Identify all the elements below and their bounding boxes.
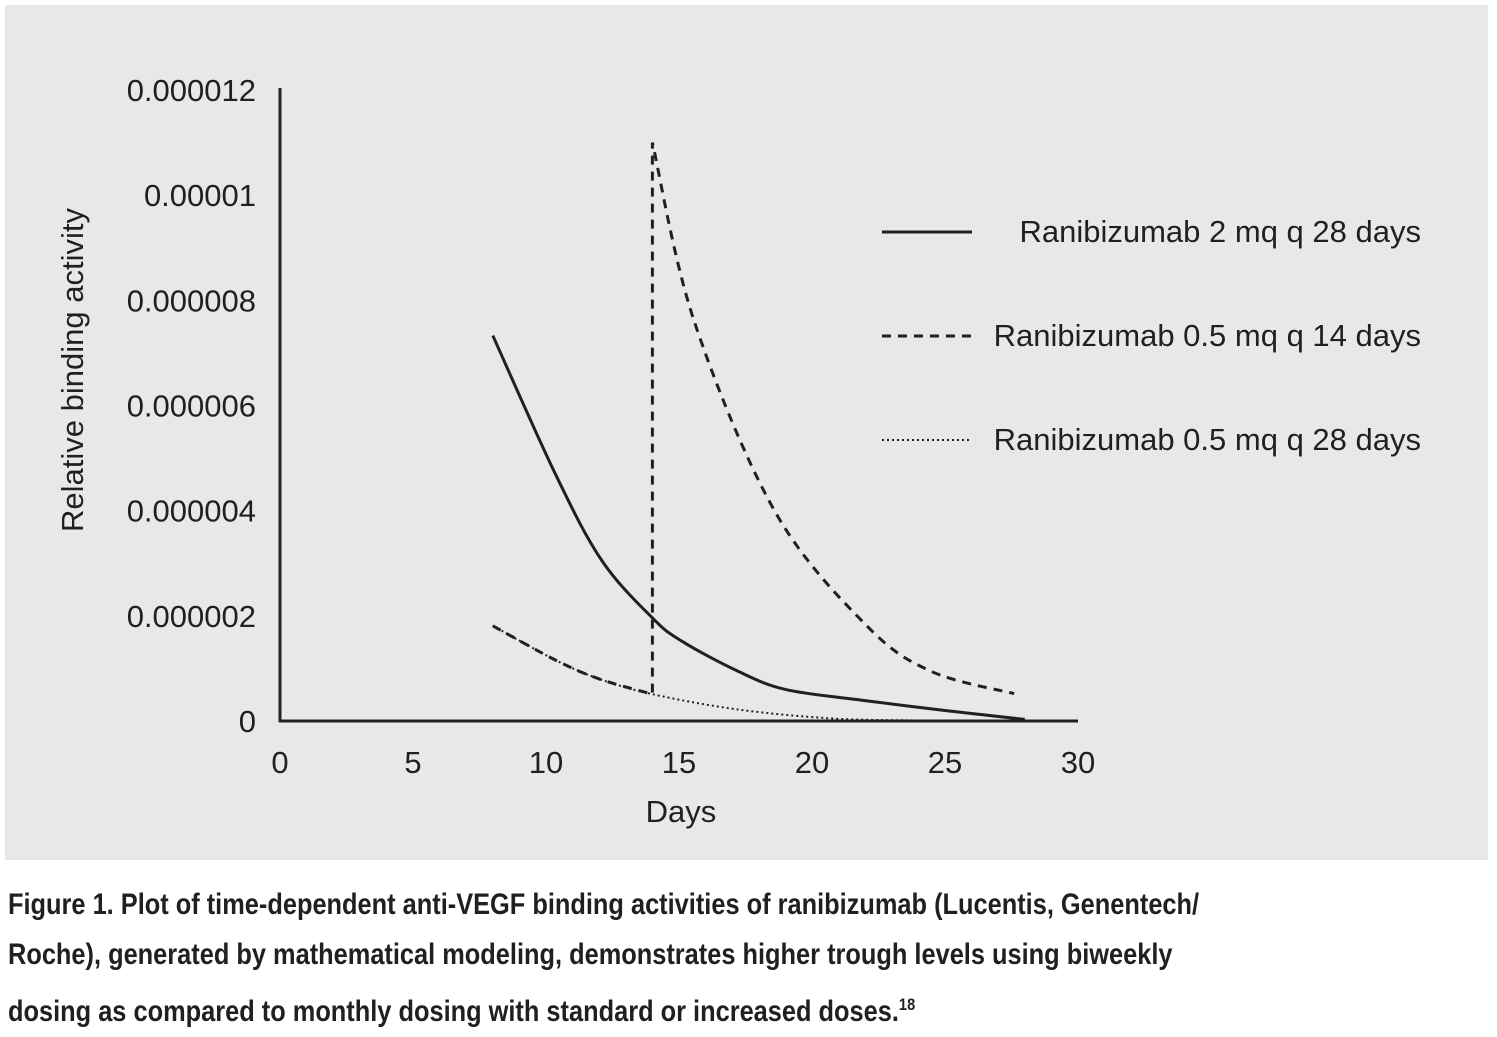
x-axis-label: Days — [646, 794, 717, 829]
x-tick-label: 25 — [928, 745, 962, 780]
caption-line-3-text: dosing as compared to monthly dosing wit… — [8, 994, 899, 1028]
y-tick-label: 0.000008 — [127, 283, 256, 318]
y-tick-label: 0.000006 — [127, 389, 256, 424]
series-line-dashed — [492, 142, 1015, 697]
y-tick-label: 0.00001 — [144, 178, 256, 213]
y-tick-label: 0 — [239, 704, 256, 739]
legend-label: Ranibizumab 2 mq q 28 days — [1019, 214, 1421, 249]
line-chart: 0 0.000002 0.000004 0.000006 0.000008 0.00001… — [55, 73, 1421, 829]
series-line-dotted — [492, 624, 1025, 722]
x-tick-label: 20 — [795, 745, 829, 780]
caption-line-1: Figure 1. Plot of time-dependent anti-VE… — [8, 888, 1200, 921]
legend-label: Ranibizumab 0.5 mq q 28 days — [994, 422, 1421, 457]
caption-line-3: dosing as compared to monthly dosing wit… — [8, 980, 1487, 1037]
x-tick-label: 15 — [662, 745, 696, 780]
caption-reference: 18 — [898, 995, 916, 1014]
legend-label: Ranibizumab 0.5 mq q 14 days — [994, 318, 1421, 353]
x-tick-label: 30 — [1061, 745, 1095, 780]
x-tick-label: 5 — [404, 745, 421, 780]
y-axis-label: Relative binding activity — [55, 208, 90, 532]
series-line-solid — [491, 334, 1025, 721]
caption-line-2: Roche), generated by mathematical modeli… — [8, 938, 1173, 971]
y-tick-label: 0.000002 — [127, 599, 256, 634]
chart-panel — [5, 5, 1488, 860]
x-tick-label: 10 — [529, 745, 563, 780]
x-tick-label: 0 — [271, 745, 288, 780]
y-tick-label: 0.000004 — [127, 494, 256, 529]
figure-caption: Figure 1. Plot of time-dependent anti-VE… — [8, 880, 1487, 1037]
y-tick-label: 0.000012 — [127, 73, 256, 108]
